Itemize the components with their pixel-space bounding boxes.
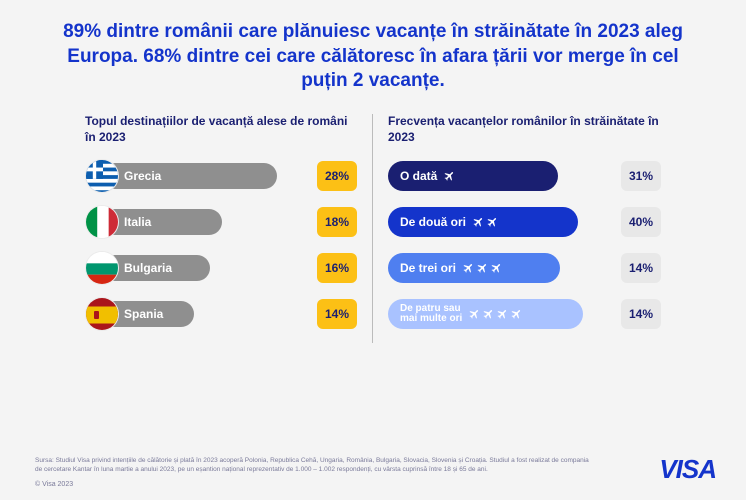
visa-logo: VISA (659, 454, 716, 485)
destination-row: Bulgaria 16% (85, 251, 357, 285)
frequency-pill: De două ori (388, 207, 578, 237)
destination-bar: Italia (102, 209, 222, 235)
bulgaria-flag-icon (85, 251, 119, 285)
destination-bar: Grecia (102, 163, 277, 189)
destination-value-badge: 16% (317, 253, 357, 283)
italy-flag-icon (85, 205, 119, 239)
destinations-title: Topul destinațiilor de vacanță alese de … (85, 114, 357, 145)
frequency-value-badge: 14% (621, 253, 661, 283)
frequency-value-badge: 14% (621, 299, 661, 329)
frequency-label: De trei ori (400, 261, 456, 275)
destination-value-badge: 28% (317, 161, 357, 191)
destination-value-badge: 18% (317, 207, 357, 237)
frequency-value-badge: 31% (621, 161, 661, 191)
headline-text: 89% dintre românii care plănuiesc vacanț… (0, 0, 746, 104)
frequency-value-badge: 40% (621, 207, 661, 237)
frequency-panel: Frecvența vacanțelor românilor în străin… (373, 114, 676, 343)
frequency-pill: De trei ori (388, 253, 560, 283)
destination-value-badge: 14% (317, 299, 357, 329)
plane-icon (468, 308, 523, 320)
destination-row: Grecia 28% (85, 159, 357, 193)
frequency-row: De trei ori 14% (388, 251, 661, 285)
frequency-pill: De patru sau mai multe ori (388, 299, 583, 329)
frequency-row: De două ori 40% (388, 205, 661, 239)
copyright-text: © Visa 2023 (35, 481, 73, 488)
spain-flag-icon (85, 297, 119, 331)
frequency-label: De patru sau mai multe ori (400, 304, 462, 325)
frequency-pill: O dată (388, 161, 558, 191)
plane-icon (462, 262, 503, 274)
frequency-label: De două ori (400, 215, 466, 229)
destinations-panel: Topul destinațiilor de vacanță alese de … (70, 114, 373, 343)
greece-flag-icon (85, 159, 119, 193)
destination-row: Italia 18% (85, 205, 357, 239)
plane-icon (443, 170, 456, 182)
frequency-row: De patru sau mai multe ori 14% (388, 297, 661, 331)
frequency-title: Frecvența vacanțelor românilor în străin… (388, 114, 661, 145)
frequency-label: O dată (400, 169, 437, 183)
frequency-row: O dată 31% (388, 159, 661, 193)
panels-container: Topul destinațiilor de vacanță alese de … (0, 114, 746, 343)
footnote-text: Sursa: Studiul Visa privind intențiile d… (35, 457, 596, 474)
destination-row: Spania 14% (85, 297, 357, 331)
plane-icon (472, 216, 499, 228)
